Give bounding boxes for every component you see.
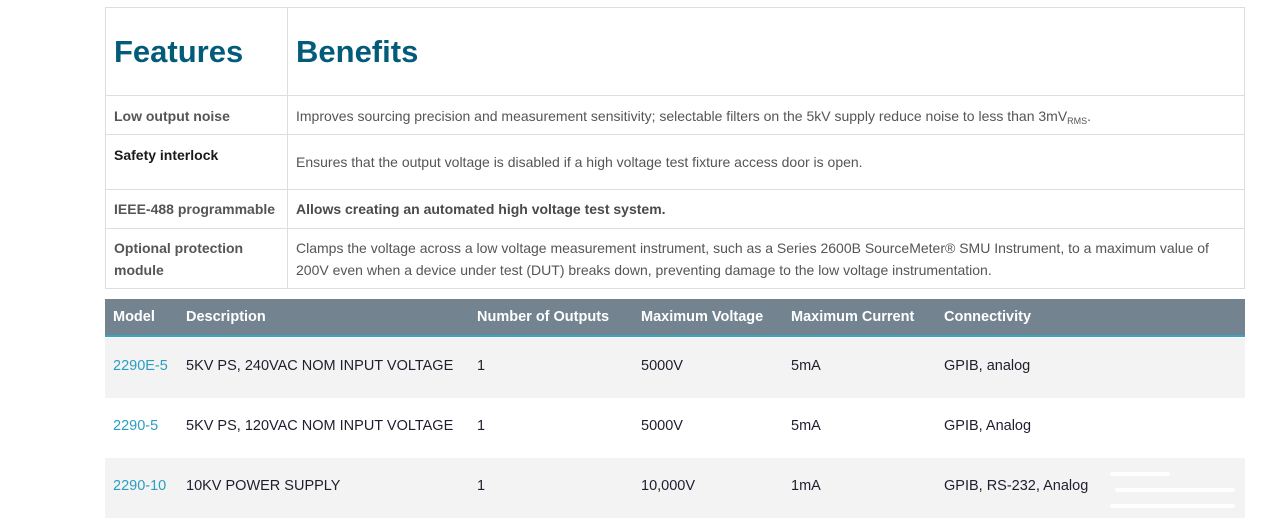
features-benefits-table: Features Benefits Low output noise Impro… <box>105 7 1245 289</box>
rendering-artifact <box>1110 472 1170 476</box>
header-max-current: Maximum Current <box>791 309 915 325</box>
feature-row: Low output noise Improves sourcing preci… <box>106 95 1244 135</box>
connectivity-cell: GPIB, Analog <box>944 418 1032 434</box>
feature-row: IEEE-488 programmable Allows creating an… <box>106 189 1244 228</box>
table-row: 2290-10 10KV POWER SUPPLY 1 10,000V 1mA … <box>105 458 1245 518</box>
model-link[interactable]: 2290E-5 <box>113 358 168 374</box>
model-link[interactable]: 2290-5 <box>113 418 159 434</box>
table-row: 2290E-5 5KV PS, 240VAC NOM INPUT VOLTAGE… <box>105 338 1245 398</box>
max-current-cell: 1mA <box>791 478 821 494</box>
rendering-artifact <box>1115 488 1235 492</box>
header-max-voltage: Maximum Voltage <box>641 309 764 325</box>
model-link[interactable]: 2290-10 <box>113 478 167 494</box>
description-cell: 5KV PS, 120VAC NOM INPUT VOLTAGE <box>186 418 454 434</box>
benefit-text: Ensures that the output voltage is disab… <box>296 154 863 170</box>
feature-label: Optional protection module <box>114 240 244 278</box>
rendering-artifact <box>1110 504 1235 508</box>
max-voltage-cell: 5000V <box>641 418 683 434</box>
connectivity-cell: GPIB, analog <box>944 358 1031 374</box>
column-divider <box>287 8 288 288</box>
feature-label: Safety interlock <box>114 147 219 163</box>
table-row: 2290-5 5KV PS, 120VAC NOM INPUT VOLTAGE … <box>105 398 1245 458</box>
outputs-cell: 1 <box>477 358 486 374</box>
max-current-cell: 5mA <box>791 358 821 374</box>
max-voltage-cell: 10,000V <box>641 478 696 494</box>
feature-row: Safety interlock Ensures that the output… <box>106 134 1244 189</box>
header-outputs: Number of Outputs <box>477 309 610 325</box>
max-voltage-cell: 5000V <box>641 358 683 374</box>
outputs-cell: 1 <box>477 478 486 494</box>
description-cell: 5KV PS, 240VAC NOM INPUT VOLTAGE <box>186 358 454 374</box>
features-heading: Features <box>114 34 244 69</box>
benefit-text: Allows creating an automated high voltag… <box>296 201 666 217</box>
max-current-cell: 5mA <box>791 418 821 434</box>
header-connectivity: Connectivity <box>944 309 1032 325</box>
header-description: Description <box>186 309 266 325</box>
benefit-text: Improves sourcing precision and measurem… <box>296 108 1092 126</box>
connectivity-cell: GPIB, RS-232, Analog <box>944 478 1089 494</box>
description-cell: 10KV POWER SUPPLY <box>186 478 341 494</box>
feature-row: Optional protection module Clamps the vo… <box>106 228 1244 288</box>
benefits-heading: Benefits <box>296 34 419 69</box>
feature-label: IEEE-488 programmable <box>114 201 276 217</box>
feature-label: Low output noise <box>114 108 230 124</box>
table-header: Model Description Number of Outputs Maxi… <box>105 299 1245 337</box>
outputs-cell: 1 <box>477 418 486 434</box>
benefit-text: Clamps the voltage across a low voltage … <box>296 240 1209 278</box>
header-model: Model <box>113 309 155 325</box>
